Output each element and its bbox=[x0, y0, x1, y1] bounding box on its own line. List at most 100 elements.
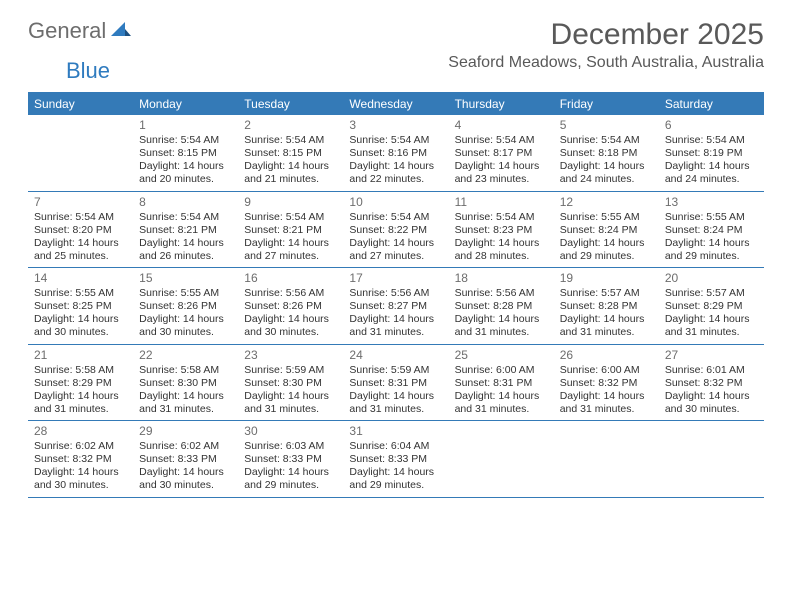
daylight-line: Daylight: 14 hours and 31 minutes. bbox=[349, 390, 442, 416]
calendar-week-row: 14Sunrise: 5:55 AMSunset: 8:25 PMDayligh… bbox=[28, 268, 764, 345]
sunset-line: Sunset: 8:17 PM bbox=[455, 147, 548, 160]
sunset-line: Sunset: 8:21 PM bbox=[139, 224, 232, 237]
day-number: 12 bbox=[560, 195, 653, 210]
logo-text-blue: Blue bbox=[66, 58, 110, 83]
calendar-cell: 27Sunrise: 6:01 AMSunset: 8:32 PMDayligh… bbox=[659, 345, 764, 421]
calendar-cell: 16Sunrise: 5:56 AMSunset: 8:26 PMDayligh… bbox=[238, 268, 343, 344]
sunrise-line: Sunrise: 5:54 AM bbox=[455, 211, 548, 224]
calendar-cell: 20Sunrise: 5:57 AMSunset: 8:29 PMDayligh… bbox=[659, 268, 764, 344]
calendar-cell: 26Sunrise: 6:00 AMSunset: 8:32 PMDayligh… bbox=[554, 345, 659, 421]
sunset-line: Sunset: 8:30 PM bbox=[139, 377, 232, 390]
day-number: 30 bbox=[244, 424, 337, 439]
day-number: 6 bbox=[665, 118, 758, 133]
sunrise-line: Sunrise: 6:02 AM bbox=[34, 440, 127, 453]
day-header: Saturday bbox=[659, 93, 764, 115]
daylight-line: Daylight: 14 hours and 31 minutes. bbox=[244, 390, 337, 416]
day-number: 26 bbox=[560, 348, 653, 363]
sunrise-line: Sunrise: 5:57 AM bbox=[665, 287, 758, 300]
day-number: 15 bbox=[139, 271, 232, 286]
daylight-line: Daylight: 14 hours and 31 minutes. bbox=[560, 390, 653, 416]
day-number: 29 bbox=[139, 424, 232, 439]
day-number: 24 bbox=[349, 348, 442, 363]
sunset-line: Sunset: 8:23 PM bbox=[455, 224, 548, 237]
logo: General bbox=[28, 18, 115, 44]
daylight-line: Daylight: 14 hours and 30 minutes. bbox=[244, 313, 337, 339]
calendar-cell bbox=[449, 421, 554, 497]
calendar-cell: 2Sunrise: 5:54 AMSunset: 8:15 PMDaylight… bbox=[238, 115, 343, 191]
calendar-week-row: 1Sunrise: 5:54 AMSunset: 8:15 PMDaylight… bbox=[28, 115, 764, 192]
daylight-line: Daylight: 14 hours and 30 minutes. bbox=[34, 466, 127, 492]
sunrise-line: Sunrise: 5:58 AM bbox=[34, 364, 127, 377]
calendar-cell: 18Sunrise: 5:56 AMSunset: 8:28 PMDayligh… bbox=[449, 268, 554, 344]
sunrise-line: Sunrise: 5:54 AM bbox=[349, 134, 442, 147]
daylight-line: Daylight: 14 hours and 27 minutes. bbox=[349, 237, 442, 263]
calendar-cell bbox=[659, 421, 764, 497]
day-number: 31 bbox=[349, 424, 442, 439]
calendar-page: General December 2025 Seaford Meadows, S… bbox=[0, 0, 792, 516]
sunrise-line: Sunrise: 6:00 AM bbox=[455, 364, 548, 377]
sunrise-line: Sunrise: 5:54 AM bbox=[244, 211, 337, 224]
sunrise-line: Sunrise: 5:54 AM bbox=[139, 134, 232, 147]
day-header: Monday bbox=[133, 93, 238, 115]
day-number: 20 bbox=[665, 271, 758, 286]
calendar-cell: 13Sunrise: 5:55 AMSunset: 8:24 PMDayligh… bbox=[659, 192, 764, 268]
calendar-week-row: 7Sunrise: 5:54 AMSunset: 8:20 PMDaylight… bbox=[28, 192, 764, 269]
day-header: Sunday bbox=[28, 93, 133, 115]
calendar-cell: 3Sunrise: 5:54 AMSunset: 8:16 PMDaylight… bbox=[343, 115, 448, 191]
day-number: 19 bbox=[560, 271, 653, 286]
day-number: 28 bbox=[34, 424, 127, 439]
day-header: Friday bbox=[554, 93, 659, 115]
sunrise-line: Sunrise: 5:56 AM bbox=[244, 287, 337, 300]
day-number: 23 bbox=[244, 348, 337, 363]
month-title: December 2025 bbox=[448, 18, 764, 52]
sunrise-line: Sunrise: 5:59 AM bbox=[244, 364, 337, 377]
calendar-header-row: SundayMondayTuesdayWednesdayThursdayFrid… bbox=[28, 93, 764, 115]
sunrise-line: Sunrise: 5:54 AM bbox=[139, 211, 232, 224]
sunset-line: Sunset: 8:28 PM bbox=[455, 300, 548, 313]
calendar-cell: 14Sunrise: 5:55 AMSunset: 8:25 PMDayligh… bbox=[28, 268, 133, 344]
calendar-cell: 6Sunrise: 5:54 AMSunset: 8:19 PMDaylight… bbox=[659, 115, 764, 191]
day-number: 21 bbox=[34, 348, 127, 363]
sunset-line: Sunset: 8:20 PM bbox=[34, 224, 127, 237]
calendar-cell: 9Sunrise: 5:54 AMSunset: 8:21 PMDaylight… bbox=[238, 192, 343, 268]
calendar-cell: 8Sunrise: 5:54 AMSunset: 8:21 PMDaylight… bbox=[133, 192, 238, 268]
day-header: Thursday bbox=[449, 93, 554, 115]
logo-text-general: General bbox=[28, 18, 106, 44]
calendar-cell: 30Sunrise: 6:03 AMSunset: 8:33 PMDayligh… bbox=[238, 421, 343, 497]
calendar-cell: 24Sunrise: 5:59 AMSunset: 8:31 PMDayligh… bbox=[343, 345, 448, 421]
daylight-line: Daylight: 14 hours and 30 minutes. bbox=[34, 313, 127, 339]
sunrise-line: Sunrise: 6:04 AM bbox=[349, 440, 442, 453]
daylight-line: Daylight: 14 hours and 24 minutes. bbox=[560, 160, 653, 186]
calendar-cell: 31Sunrise: 6:04 AMSunset: 8:33 PMDayligh… bbox=[343, 421, 448, 497]
day-number: 9 bbox=[244, 195, 337, 210]
sunset-line: Sunset: 8:15 PM bbox=[139, 147, 232, 160]
calendar-cell: 25Sunrise: 6:00 AMSunset: 8:31 PMDayligh… bbox=[449, 345, 554, 421]
sunrise-line: Sunrise: 5:54 AM bbox=[244, 134, 337, 147]
daylight-line: Daylight: 14 hours and 29 minutes. bbox=[665, 237, 758, 263]
daylight-line: Daylight: 14 hours and 31 minutes. bbox=[455, 390, 548, 416]
day-number: 1 bbox=[139, 118, 232, 133]
daylight-line: Daylight: 14 hours and 27 minutes. bbox=[244, 237, 337, 263]
calendar-cell: 4Sunrise: 5:54 AMSunset: 8:17 PMDaylight… bbox=[449, 115, 554, 191]
calendar-cell: 1Sunrise: 5:54 AMSunset: 8:15 PMDaylight… bbox=[133, 115, 238, 191]
calendar-cell: 11Sunrise: 5:54 AMSunset: 8:23 PMDayligh… bbox=[449, 192, 554, 268]
sunrise-line: Sunrise: 5:54 AM bbox=[560, 134, 653, 147]
calendar-week-row: 21Sunrise: 5:58 AMSunset: 8:29 PMDayligh… bbox=[28, 345, 764, 422]
sunset-line: Sunset: 8:32 PM bbox=[34, 453, 127, 466]
day-number: 8 bbox=[139, 195, 232, 210]
sunset-line: Sunset: 8:31 PM bbox=[455, 377, 548, 390]
sunrise-line: Sunrise: 6:01 AM bbox=[665, 364, 758, 377]
sunrise-line: Sunrise: 5:55 AM bbox=[560, 211, 653, 224]
sunrise-line: Sunrise: 5:58 AM bbox=[139, 364, 232, 377]
day-header: Wednesday bbox=[343, 93, 448, 115]
sunset-line: Sunset: 8:21 PM bbox=[244, 224, 337, 237]
day-number: 5 bbox=[560, 118, 653, 133]
daylight-line: Daylight: 14 hours and 26 minutes. bbox=[139, 237, 232, 263]
sunrise-line: Sunrise: 5:55 AM bbox=[139, 287, 232, 300]
calendar-cell: 7Sunrise: 5:54 AMSunset: 8:20 PMDaylight… bbox=[28, 192, 133, 268]
sunrise-line: Sunrise: 5:54 AM bbox=[34, 211, 127, 224]
day-number: 25 bbox=[455, 348, 548, 363]
daylight-line: Daylight: 14 hours and 21 minutes. bbox=[244, 160, 337, 186]
calendar-cell: 12Sunrise: 5:55 AMSunset: 8:24 PMDayligh… bbox=[554, 192, 659, 268]
sunrise-line: Sunrise: 5:54 AM bbox=[455, 134, 548, 147]
